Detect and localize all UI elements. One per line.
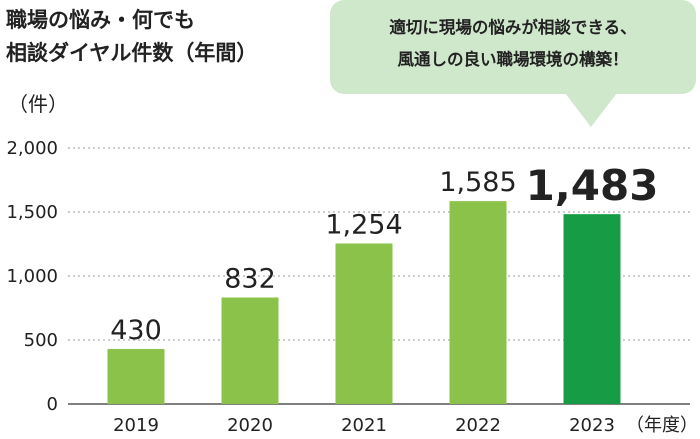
bar [335,243,393,404]
x-tick-label: 2019 [113,415,159,436]
y-tick-label: 2,000 [6,138,58,159]
data-label: 1,585 [439,167,516,198]
bar [107,348,165,404]
y-axis-unit-label: （件） [8,92,68,116]
callout-line2: 風通しの良い職場環境の構築！ [397,50,629,69]
y-tick-label: 1,000 [6,266,58,287]
bar [563,214,621,404]
x-tick-label: 2021 [341,415,387,436]
callout-text: 適切に現場の悩みが相談できる、 風通しの良い職場環境の構築！ [330,12,696,76]
x-tick-label: 2020 [227,415,273,436]
data-label: 430 [110,315,162,346]
bar [221,297,279,404]
y-tick-label: 1,500 [6,202,58,223]
x-tick-label: 2023 [569,415,615,436]
chart-title-line2: 相談ダイヤル件数（年間） [6,41,258,65]
x-axis-unit-label: （年度） [626,415,698,436]
bar [449,201,507,404]
callout-bubble [330,0,696,94]
chart-title-line1: 職場の悩み・何でも [6,8,195,32]
callout-line1: 適切に現場の悩みが相談できる、 [389,18,637,37]
x-tick-label: 2022 [455,415,501,436]
data-label: 1,254 [325,209,402,240]
y-tick-label: 500 [24,330,58,351]
data-label: 1,483 [526,161,659,210]
y-tick-label: 0 [47,394,58,415]
chart-title: 職場の悩み・何でも 相談ダイヤル件数（年間） [6,4,257,70]
data-label: 832 [224,264,276,295]
callout-tail [565,93,617,127]
